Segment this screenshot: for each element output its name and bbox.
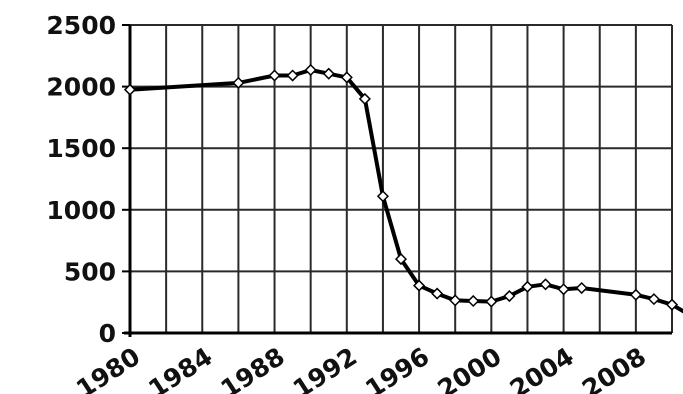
- data-point-marker: [123, 83, 137, 96]
- data-point-marker: [467, 294, 480, 308]
- data-point-marker: [431, 287, 444, 300]
- data-point-marker: [557, 283, 570, 296]
- tick-labels: 0 500 1000 1500 2000 2500 19801984198819921996…: [46, 11, 651, 394]
- data-point-marker: [413, 279, 426, 292]
- y-tick-label: 1500: [46, 134, 116, 163]
- data-point-marker: [286, 69, 299, 82]
- data-point-marker: [304, 63, 317, 77]
- data-point-marker: [485, 295, 498, 308]
- data-point-marker: [503, 289, 516, 303]
- x-tick-label: 2008: [577, 342, 651, 394]
- data-point-marker: [629, 288, 642, 301]
- data-point-marker: [268, 69, 281, 82]
- x-tick-label: 2004: [505, 342, 579, 394]
- x-tick-label: 1984: [143, 342, 217, 394]
- data-point-marker: [376, 190, 389, 203]
- x-tick-label: 2000: [432, 342, 506, 394]
- data-point-marker: [232, 76, 245, 89]
- data-point-marker: [322, 67, 335, 80]
- data-point-marker: [449, 294, 462, 307]
- data-point-marker: [521, 280, 534, 293]
- gridlines: [129, 24, 673, 334]
- y-tick-label: 0: [99, 319, 116, 348]
- data-point-marker: [665, 298, 679, 311]
- data-point-marker: [358, 92, 371, 105]
- x-tick-label: 1988: [216, 342, 290, 394]
- data-point-marker: [539, 278, 552, 291]
- data-point-marker: [340, 71, 353, 84]
- y-tick-label: 2000: [46, 73, 116, 102]
- y-tick-label: 500: [64, 257, 116, 286]
- y-tick-label: 2500: [46, 11, 116, 40]
- x-tick-label: 1992: [288, 342, 362, 394]
- x-tick-label: 1996: [360, 342, 434, 394]
- x-tick-label: 1980: [71, 342, 145, 394]
- data-point-marker: [647, 293, 660, 306]
- data-point-marker: [575, 281, 588, 295]
- data-points: [123, 63, 679, 311]
- y-tick-label: 1000: [46, 196, 116, 225]
- data-point-marker: [394, 253, 408, 266]
